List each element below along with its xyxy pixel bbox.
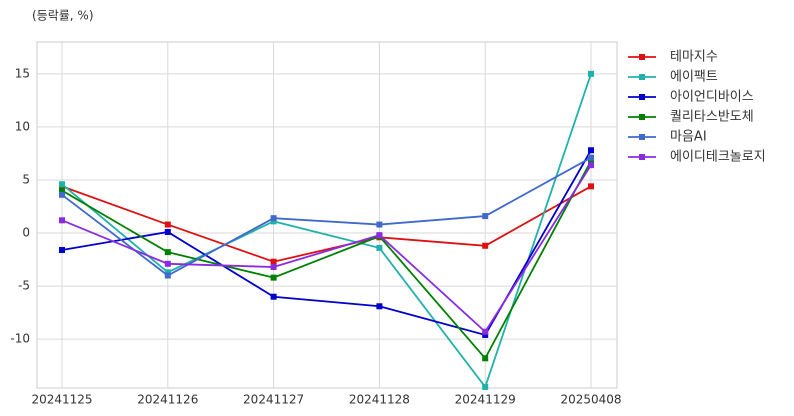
y-tick-label: 0 xyxy=(22,226,30,240)
point xyxy=(588,147,594,154)
x-tick-label: 20241126 xyxy=(137,393,198,407)
x-tick-label: 20241127 xyxy=(243,393,304,407)
legend-marker xyxy=(639,134,645,140)
point xyxy=(164,272,171,279)
point xyxy=(588,70,594,77)
point xyxy=(270,274,277,281)
point xyxy=(482,242,489,249)
legend-marker xyxy=(639,54,645,60)
point xyxy=(59,247,65,254)
legend-label: 아이언디바이스 xyxy=(670,90,754,105)
point xyxy=(164,269,171,276)
y-tick-label: -10 xyxy=(10,332,30,346)
point xyxy=(376,244,383,251)
series-line xyxy=(61,73,592,389)
point xyxy=(482,328,489,335)
series-line xyxy=(61,160,592,360)
point xyxy=(59,181,65,188)
point xyxy=(376,221,383,228)
legend-label: 퀄리타스반도체 xyxy=(670,110,754,125)
point xyxy=(59,217,65,224)
plot-frame xyxy=(36,41,618,389)
legend-marker xyxy=(639,94,645,100)
y-tick-label: 10 xyxy=(15,119,30,133)
point xyxy=(482,355,489,362)
point xyxy=(482,213,489,220)
point xyxy=(588,162,594,169)
point xyxy=(164,221,171,228)
point xyxy=(270,258,277,265)
x-tick-label: 20241128 xyxy=(349,393,410,407)
legend-label: 테마지수 xyxy=(670,50,718,65)
point xyxy=(270,218,277,225)
legend-label: 에이팩트 xyxy=(670,70,718,85)
point xyxy=(270,264,277,271)
y-tick-label: 15 xyxy=(15,66,30,80)
legend-marker xyxy=(639,154,645,160)
point xyxy=(588,157,594,164)
series-line xyxy=(61,185,592,263)
series-line xyxy=(61,156,592,277)
point xyxy=(59,187,65,194)
point xyxy=(164,260,171,267)
x-tick-label: 20241125 xyxy=(31,393,92,407)
point xyxy=(270,215,277,222)
point xyxy=(588,154,594,161)
y-tick-label: 5 xyxy=(22,172,30,186)
point xyxy=(164,249,171,256)
point xyxy=(164,228,171,235)
series-line xyxy=(61,164,592,334)
x-tick-label: 20250408 xyxy=(560,393,621,407)
point xyxy=(59,191,65,198)
legend-label: 에이디테크놀로지 xyxy=(670,150,766,165)
point xyxy=(482,331,489,338)
point xyxy=(376,303,383,310)
chart-subtitle: (등락률, %) xyxy=(32,9,94,23)
x-tick-label: 20241129 xyxy=(455,393,516,407)
point xyxy=(482,383,489,390)
point xyxy=(376,232,383,239)
y-tick-label: -5 xyxy=(18,279,30,293)
legend-marker xyxy=(639,114,645,120)
point xyxy=(588,183,594,190)
legend-marker xyxy=(639,74,645,80)
point xyxy=(270,293,277,300)
legend-label: 마음AI xyxy=(670,130,707,145)
